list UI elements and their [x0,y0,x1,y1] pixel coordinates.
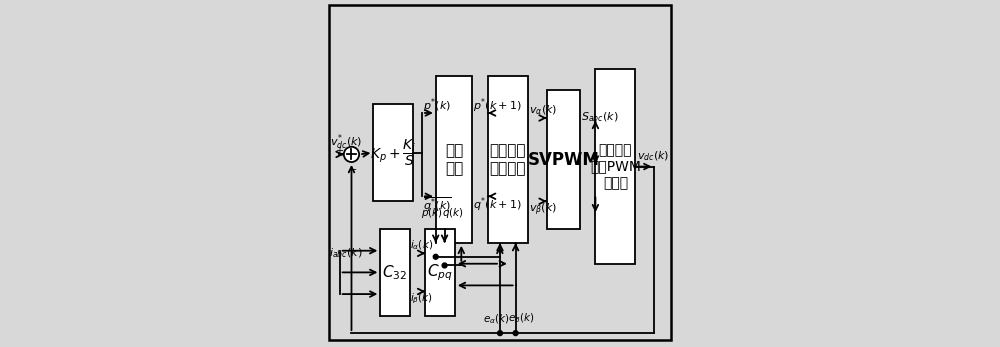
Text: $v_{dc}(k)$: $v_{dc}(k)$ [637,149,669,163]
Circle shape [498,331,502,336]
Text: $i_{abc}(k)$: $i_{abc}(k)$ [329,246,362,260]
Text: $v_{\alpha}(k)$: $v_{\alpha}(k)$ [529,103,557,117]
Text: 三相电压
源型PWM
变流器: 三相电压 源型PWM 变流器 [590,143,641,190]
Bar [380,229,410,316]
Text: $p(k)$: $p(k)$ [421,206,443,220]
Text: $q(k)$: $q(k)$ [442,206,464,220]
Text: $p^{*}(k+1)$: $p^{*}(k+1)$ [473,96,522,115]
Text: $K_p+\dfrac{K_i}{S}$: $K_p+\dfrac{K_i}{S}$ [370,137,417,168]
Text: $-$: $-$ [348,163,357,173]
Text: $C_{32}$: $C_{32}$ [382,263,408,282]
Bar [595,69,635,264]
Circle shape [344,147,359,162]
Text: 反馈
补偿: 反馈 补偿 [445,143,463,176]
Text: $p^{*}(k)$: $p^{*}(k)$ [423,97,451,115]
Text: $i_{\beta}(k)$: $i_{\beta}(k)$ [410,292,433,306]
Text: $\overline{q^{*}(k)}$: $\overline{q^{*}(k)}$ [423,196,452,214]
Bar [547,90,580,229]
Text: $i_{\alpha}(k)$: $i_{\alpha}(k)$ [410,239,434,253]
Text: $v_{dc}^{*}(k)$: $v_{dc}^{*}(k)$ [330,133,362,152]
Circle shape [442,263,447,268]
Text: $C_{pq}$: $C_{pq}$ [427,262,453,283]
Text: $v_{\beta}(k)$: $v_{\beta}(k)$ [529,202,557,218]
Text: +: + [335,146,343,155]
Text: $S_{abc}(k)$: $S_{abc}(k)$ [581,110,618,124]
Bar [488,76,528,243]
Text: SVPWM: SVPWM [527,151,599,169]
Text: $e_{\beta}(k)$: $e_{\beta}(k)$ [508,312,534,327]
Text: $q^{*}(k+1)$: $q^{*}(k+1)$ [473,196,522,214]
Text: 无差拍功
率控制器: 无差拍功 率控制器 [490,143,526,176]
Circle shape [433,254,438,259]
Text: $e_{\alpha}(k)$: $e_{\alpha}(k)$ [483,312,510,326]
Bar [425,229,455,316]
Circle shape [513,331,518,336]
Bar [436,76,472,243]
Bar [373,104,413,201]
